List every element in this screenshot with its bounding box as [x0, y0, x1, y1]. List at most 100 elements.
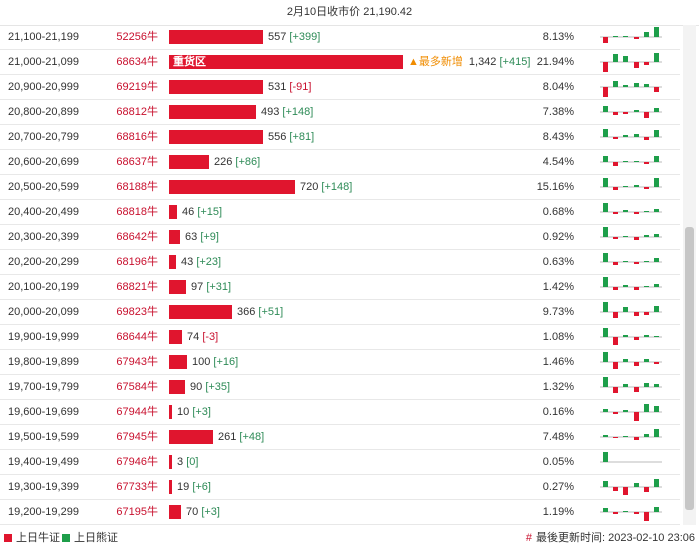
sparkline-bar — [603, 328, 608, 337]
percentage: 1.08% — [542, 331, 574, 343]
table-row[interactable]: 19,500-19,599 67945牛 261 [+48] 7.48% — [0, 425, 680, 450]
table-row[interactable]: 19,300-19,399 67733牛 19 [+6] 0.27% — [0, 475, 680, 500]
value-change: [+15] — [197, 206, 223, 218]
sparkline-bar — [603, 377, 608, 387]
sparkline-bar — [634, 212, 639, 214]
cbbc-code: 67945牛 — [116, 431, 158, 443]
table-row[interactable]: 20,300-20,399 68642牛 63 [+9] 0.92% — [0, 225, 680, 250]
value-change: [+3] — [192, 406, 211, 418]
table-row[interactable]: 21,100-21,199 52256牛 557 [+399] 8.13% — [0, 25, 680, 50]
legend-bull-label: 上日牛证 — [16, 532, 60, 544]
quantity-value: ▲最多新增 1,342 [+415] — [408, 50, 530, 74]
trend-sparkline — [600, 277, 662, 290]
bull-swatch-icon — [4, 534, 12, 542]
trend-sparkline — [600, 53, 662, 72]
vertical-scrollbar[interactable] — [683, 25, 696, 525]
value-change: [+86] — [235, 156, 261, 168]
sparkline-bar — [613, 187, 618, 190]
scrollbar-thumb[interactable] — [685, 227, 694, 510]
sparkline-bar — [623, 112, 628, 114]
table-row[interactable]: 20,000-20,099 69823牛 366 [+51] 9.73% — [0, 300, 680, 325]
sparkline-bar — [644, 187, 649, 189]
sparkline-bar — [623, 85, 628, 87]
sparkline-bar — [603, 481, 608, 487]
percentage: 8.43% — [542, 131, 574, 143]
sparkline-bar — [644, 335, 649, 337]
legend-bear-label: 上日熊证 — [74, 532, 118, 544]
price-range: 20,900-20,999 — [8, 81, 79, 93]
percentage: 1.19% — [542, 506, 574, 518]
trend-sparkline — [600, 377, 662, 393]
table-row[interactable]: 20,400-20,499 68818牛 46 [+15] 0.68% — [0, 200, 680, 225]
trend-sparkline — [600, 106, 662, 118]
sparkline-bar — [603, 156, 608, 162]
sparkline-bar — [613, 362, 618, 369]
sparkline-bar — [623, 384, 628, 387]
value-number: 10 — [177, 406, 190, 418]
sparkline-bar — [634, 287, 639, 290]
quantity-value: 74 [-3] — [187, 325, 218, 349]
price-range: 20,600-20,699 — [8, 156, 79, 168]
table-row[interactable]: 20,600-20,699 68637牛 226 [+86] 4.54% — [0, 150, 680, 175]
sparkline-bar — [613, 487, 618, 491]
sparkline-bar — [644, 84, 649, 87]
sparkline-bar — [613, 437, 618, 438]
sparkline-bar — [654, 27, 659, 37]
sparkline-bar — [634, 412, 639, 421]
sparkline-bar — [613, 81, 618, 87]
sparkline-bar — [634, 437, 639, 440]
table-row[interactable]: 19,400-19,499 67946牛 3 [0] 0.05% — [0, 450, 680, 475]
table-row[interactable]: 19,200-19,299 67195牛 70 [+3] 1.19% — [0, 500, 680, 525]
sparkline-bar — [603, 37, 608, 43]
price-range: 19,200-19,299 — [8, 506, 79, 518]
table-row[interactable]: 20,200-20,299 68196牛 43 [+23] 0.63% — [0, 250, 680, 275]
table-row[interactable]: 20,500-20,599 68188牛 720 [+148] 15.16% — [0, 175, 680, 200]
sparkline-bar — [603, 129, 608, 137]
sparkline-bar — [634, 483, 639, 487]
trend-sparkline — [600, 253, 662, 265]
table-row[interactable]: 21,000-21,099 68634牛 重货区 ▲最多新增 1,342 [+415] 2… — [0, 50, 680, 75]
value-change: [+9] — [200, 231, 219, 243]
sparkline-bar — [603, 302, 608, 312]
percentage: 7.48% — [542, 431, 574, 443]
sparkline-bar — [623, 511, 628, 512]
value-change: [+3] — [201, 506, 220, 518]
table-row[interactable]: 19,900-19,999 68644牛 74 [-3] 1.08% — [0, 325, 680, 350]
table-row[interactable]: 19,600-19,699 67944牛 10 [+3] 0.16% — [0, 400, 680, 425]
cbbc-code: 67733牛 — [116, 481, 158, 493]
quantity-bar — [169, 505, 181, 519]
table-row[interactable]: 20,100-20,199 68821牛 97 [+31] 1.42% — [0, 275, 680, 300]
sparkline-bar — [634, 387, 639, 392]
sparkline-bar — [654, 130, 659, 137]
quantity-bar — [169, 255, 176, 269]
chart-header: 2月10日收市价 21,190.42 — [0, 0, 699, 26]
table-row[interactable]: 20,900-20,999 69219牛 531 [-91] 8.04% — [0, 75, 680, 100]
sparkline-bar — [623, 410, 628, 412]
table-row[interactable]: 20,700-20,799 68816牛 556 [+81] 8.43% — [0, 125, 680, 150]
sparkline-bar — [634, 134, 639, 137]
sparkline-bar — [634, 110, 639, 112]
sparkline-bar — [654, 479, 659, 487]
quantity-value: 63 [+9] — [185, 225, 219, 249]
quantity-bar — [169, 80, 263, 94]
cbbc-code: 68642牛 — [116, 231, 158, 243]
sparkline-bar — [613, 137, 618, 139]
cbbc-code: 68196牛 — [116, 256, 158, 268]
cbbc-code: 52256牛 — [116, 31, 158, 43]
value-number: 531 — [268, 81, 287, 93]
trend-sparkline — [600, 203, 662, 214]
price-range: 20,100-20,199 — [8, 281, 79, 293]
value-number: 70 — [186, 506, 199, 518]
percentage: 0.68% — [542, 206, 574, 218]
sparkline-bar — [644, 62, 649, 65]
table-row[interactable]: 19,700-19,799 67584牛 90 [+35] 1.32% — [0, 375, 680, 400]
sparkline-bar — [654, 429, 659, 437]
table-row[interactable]: 20,800-20,899 68812牛 493 [+148] 7.38% — [0, 100, 680, 125]
value-number: 1,342 — [468, 56, 497, 68]
sparkline-bar — [644, 235, 649, 237]
price-range: 20,200-20,299 — [8, 256, 79, 268]
table-row[interactable]: 19,800-19,899 67943牛 100 [+16] 1.46% — [0, 350, 680, 375]
legend-bull: 上日牛证 — [4, 531, 60, 545]
quantity-value: 43 [+23] — [181, 250, 221, 274]
percentage: 0.92% — [542, 231, 574, 243]
